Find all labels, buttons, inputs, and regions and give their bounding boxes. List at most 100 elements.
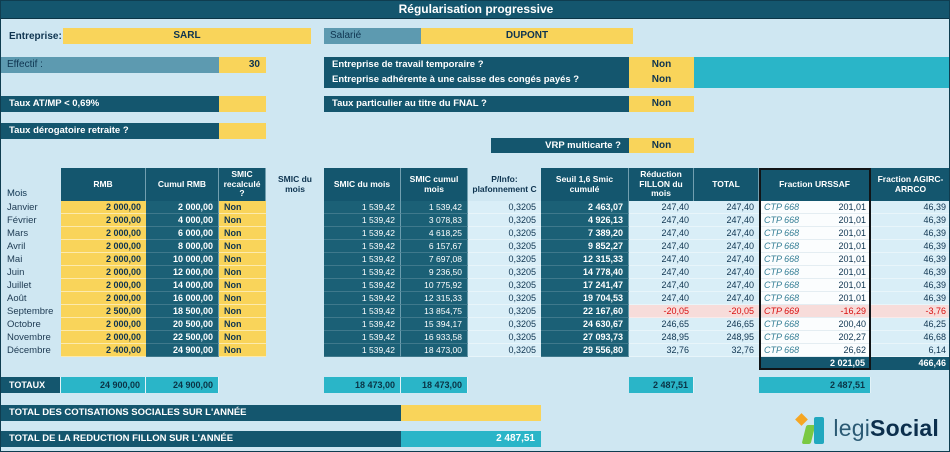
- cell-seuil: 29 556,80: [541, 344, 629, 357]
- table-header-row: Mois RMB Cumul RMB SMIC recalculé ? SMIC…: [1, 168, 949, 201]
- col-header-pinfo-plafonnement: P/Info: plafonnement C: [472, 173, 537, 194]
- cell-rmb[interactable]: 2 400,00: [61, 344, 146, 357]
- cell-ctp: CTP 668: [759, 201, 811, 214]
- cell-pinfo: 0,3205: [468, 266, 541, 279]
- legisocial-logo-icon: [795, 412, 826, 444]
- cell-smic-du-mois: 1 539,42: [324, 318, 401, 331]
- cell-smic-recalcule[interactable]: Non: [219, 227, 266, 240]
- effectif-value-cell[interactable]: 30: [219, 57, 266, 73]
- cell-mois: Mars: [7, 228, 29, 239]
- cell-rmb[interactable]: 2 000,00: [61, 292, 146, 305]
- logo-orange-diamond: [795, 413, 809, 426]
- cell-smic-recalcule[interactable]: Non: [219, 201, 266, 214]
- table-row: Février 2 000,00 4 000,00 Non 1 539,42 3…: [1, 214, 949, 227]
- cell-total: 247,40: [694, 253, 759, 266]
- cell-smic-recalcule[interactable]: Non: [219, 292, 266, 305]
- travail-temporaire-value-cell[interactable]: Non: [629, 57, 694, 72]
- cell-smic-recalcule[interactable]: Non: [219, 214, 266, 227]
- cell-pinfo: 0,3205: [468, 305, 541, 318]
- cell-smic-cumul-mois: 16 933,58: [401, 331, 468, 344]
- vrp-value-cell[interactable]: Non: [629, 138, 694, 153]
- cell-agirc: 46,39: [871, 253, 949, 266]
- cell-rmb[interactable]: 2 000,00: [61, 253, 146, 266]
- cell-mois: Décembre: [7, 345, 51, 356]
- info-highlight-block: [694, 57, 949, 88]
- cell-smic-du-mois-info: [266, 331, 324, 344]
- legisocial-logo[interactable]: legiSocial: [795, 412, 939, 444]
- cell-smic-du-mois: 1 539,42: [324, 305, 401, 318]
- cell-pinfo: 0,3205: [468, 318, 541, 331]
- cell-seuil: 2 463,07: [541, 201, 629, 214]
- col-header-total: TOTAL: [694, 168, 759, 201]
- cell-rmb[interactable]: 2 000,00: [61, 331, 146, 344]
- cell-smic-cumul-mois: 1 539,42: [401, 201, 468, 214]
- cell-pinfo: 0,3205: [468, 331, 541, 344]
- entreprise-value-cell[interactable]: SARL: [63, 28, 311, 44]
- cell-cumul-rmb: 4 000,00: [146, 214, 219, 227]
- taux-derogatoire-label: Taux dérogatoire retraite ?: [1, 123, 219, 139]
- cell-rmb[interactable]: 2 000,00: [61, 227, 146, 240]
- fnal-value-cell[interactable]: Non: [629, 96, 694, 112]
- cell-mois: Mai: [7, 254, 23, 265]
- cell-smic-recalcule[interactable]: Non: [219, 253, 266, 266]
- cell-cumul-rmb: 14 000,00: [146, 279, 219, 292]
- cell-seuil: 4 926,13: [541, 214, 629, 227]
- cell-smic-recalcule[interactable]: Non: [219, 331, 266, 344]
- cell-rmb[interactable]: 2 000,00: [61, 266, 146, 279]
- cell-pinfo: 0,3205: [468, 214, 541, 227]
- cell-rmb[interactable]: 2 000,00: [61, 214, 146, 227]
- cell-smic-du-mois: 1 539,42: [324, 331, 401, 344]
- salarie-value-cell[interactable]: DUPONT: [421, 28, 633, 44]
- cell-cumul-rmb: 12 000,00: [146, 266, 219, 279]
- cell-reduction-fillon: -20,05: [629, 305, 694, 318]
- taux-atmp-value-cell[interactable]: [219, 96, 266, 112]
- totaux-rmb-cell: 24 900,00: [61, 377, 146, 393]
- cell-ctp: CTP 669: [759, 305, 811, 318]
- col-header-smic-du-mois-info: SMIC du mois: [278, 173, 312, 194]
- cell-smic-recalcule[interactable]: Non: [219, 266, 266, 279]
- cell-seuil: 22 167,60: [541, 305, 629, 318]
- totaux-cumul-rmb-cell: 24 900,00: [146, 377, 219, 393]
- cell-smic-recalcule[interactable]: Non: [219, 305, 266, 318]
- cell-agirc: 46,39: [871, 214, 949, 227]
- cell-rmb[interactable]: 2 000,00: [61, 318, 146, 331]
- cell-agirc: 46,39: [871, 292, 949, 305]
- cell-smic-du-mois-info: [266, 292, 324, 305]
- cell-smic-du-mois: 1 539,42: [324, 240, 401, 253]
- cell-smic-recalcule[interactable]: Non: [219, 279, 266, 292]
- travail-temporaire-label: Entreprise de travail temporaire ?: [324, 57, 629, 72]
- cell-ctp: CTP 668: [759, 344, 811, 357]
- cell-reduction-fillon: 247,40: [629, 227, 694, 240]
- cell-reduction-fillon: 246,65: [629, 318, 694, 331]
- cell-rmb[interactable]: 2 500,00: [61, 305, 146, 318]
- cell-smic-recalcule[interactable]: Non: [219, 318, 266, 331]
- cell-seuil: 9 852,27: [541, 240, 629, 253]
- cell-reduction-fillon: 247,40: [629, 266, 694, 279]
- total-cotisations-value-cell[interactable]: [401, 405, 541, 421]
- caisse-conges-label: Entreprise adhérente à une caisse des co…: [324, 72, 629, 88]
- totaux-smic-mois-cell: 18 473,00: [324, 377, 401, 393]
- cell-total: 247,40: [694, 292, 759, 305]
- cell-urssaf: -16,29: [811, 305, 871, 318]
- totaux-urssaf-cell: 2 487,51: [759, 377, 871, 393]
- table-row: Juin 2 000,00 12 000,00 Non 1 539,42 9 2…: [1, 266, 949, 279]
- col-header-mois: Mois: [7, 188, 28, 200]
- cell-smic-recalcule[interactable]: Non: [219, 344, 266, 357]
- cell-pinfo: 0,3205: [468, 344, 541, 357]
- cell-rmb[interactable]: 2 000,00: [61, 240, 146, 253]
- cell-smic-cumul-mois: 4 618,25: [401, 227, 468, 240]
- cell-smic-du-mois-info: [266, 227, 324, 240]
- cell-rmb[interactable]: 2 000,00: [61, 279, 146, 292]
- taux-derogatoire-value-cell[interactable]: [219, 123, 266, 139]
- caisse-conges-value-cell[interactable]: Non: [629, 72, 694, 88]
- cell-urssaf: 200,40: [811, 318, 871, 331]
- cell-smic-recalcule[interactable]: Non: [219, 240, 266, 253]
- total-fillon-value-cell: 2 487,51: [401, 431, 541, 447]
- cell-rmb[interactable]: 2 000,00: [61, 201, 146, 214]
- cell-smic-du-mois-info: [266, 266, 324, 279]
- cell-pinfo: 0,3205: [468, 279, 541, 292]
- cell-agirc: 46,39: [871, 266, 949, 279]
- cell-mois: Septembre: [7, 306, 54, 317]
- cell-mois: Avril: [7, 241, 26, 252]
- cell-total: 246,65: [694, 318, 759, 331]
